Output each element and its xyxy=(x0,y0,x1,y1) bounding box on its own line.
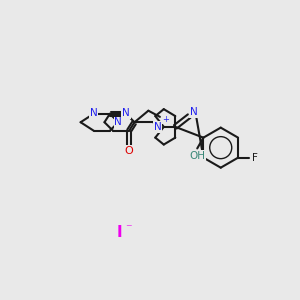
Text: N: N xyxy=(90,108,98,118)
Text: F: F xyxy=(252,153,258,163)
Text: N: N xyxy=(115,117,122,127)
Text: ⁻: ⁻ xyxy=(125,222,132,235)
Text: N: N xyxy=(190,107,198,117)
Text: OH: OH xyxy=(189,151,205,161)
Text: N: N xyxy=(122,108,130,118)
Text: I: I xyxy=(116,225,122,240)
Text: +: + xyxy=(162,115,169,124)
Text: N: N xyxy=(154,122,161,132)
Text: O: O xyxy=(125,146,134,156)
